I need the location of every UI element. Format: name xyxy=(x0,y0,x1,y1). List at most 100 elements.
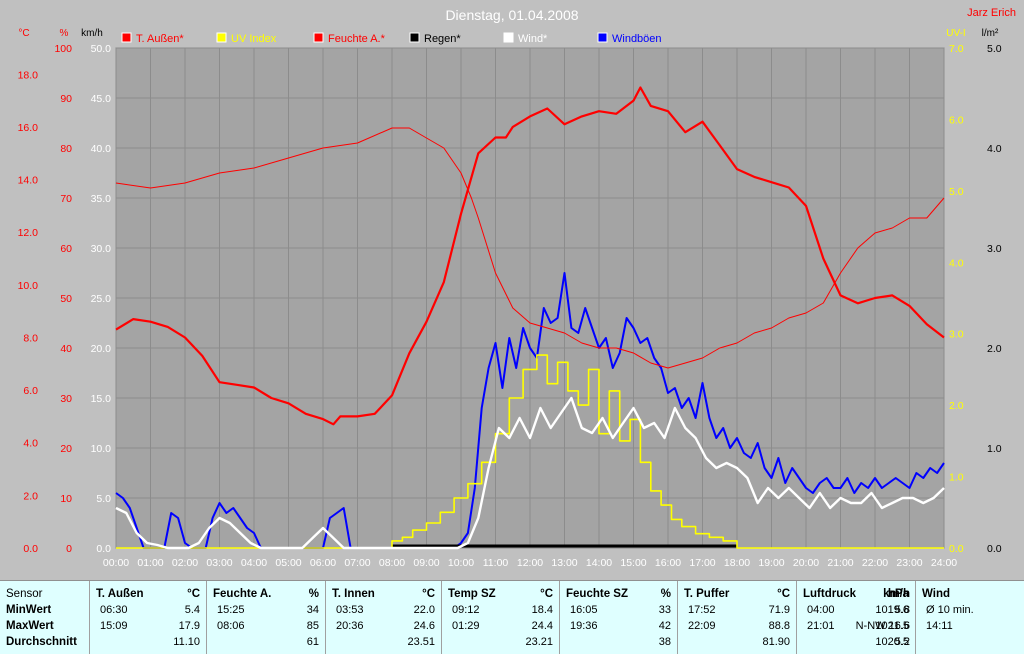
stats-col-t-innen: T. Innen °C 03:53 22.0 20:36 24.6 23.51 xyxy=(326,581,442,654)
stats-row-label-text: MinWert xyxy=(6,604,52,616)
stats-row-label: MaxWert xyxy=(0,619,89,634)
stats-header-unit: % xyxy=(308,588,319,600)
stats-min-time: 04:00 xyxy=(807,604,835,616)
stats-header: Feuchte SZ% xyxy=(560,587,677,602)
stats-min-value: 22.0 xyxy=(413,604,435,616)
stats-header-unit: °C xyxy=(187,588,200,600)
stats-max-value: 88.8 xyxy=(768,620,790,632)
stats-max-value: 42 xyxy=(658,620,671,632)
x-tick-label: 02:00 xyxy=(172,557,198,569)
x-tick-label: 10:00 xyxy=(448,557,474,569)
stats-header-unit: °C xyxy=(540,588,553,600)
legend-swatch xyxy=(503,32,514,43)
x-tick-label: 20:00 xyxy=(793,557,819,569)
legend-swatch xyxy=(409,32,420,43)
stats-max-row: 20:36 24.6 xyxy=(326,619,441,634)
stats-min-row: 06:30 5.4 xyxy=(90,603,206,618)
stats-min-row: 04:00 1019.6 xyxy=(797,603,915,618)
legend-label: Feuchte A.* xyxy=(328,33,386,45)
stats-header: T. Innen °C xyxy=(326,587,441,602)
x-tick-label: 05:00 xyxy=(275,557,301,569)
stats-max-time: 15:09 xyxy=(100,620,128,632)
stats-header-unit: km/h xyxy=(883,588,910,600)
x-tick-label: 21:00 xyxy=(827,557,853,569)
uv-series xyxy=(116,354,944,549)
stats-max-time: 14:11 xyxy=(926,620,953,632)
stats-header-unit: % xyxy=(660,588,671,600)
stats-min-time: 16:05 xyxy=(570,604,598,616)
legend-label: Windböen xyxy=(612,33,662,45)
stats-avg-value: 23.51 xyxy=(407,636,435,648)
stats-avg-row: 11.10 xyxy=(90,635,206,650)
stats-header-unit: °C xyxy=(777,588,790,600)
wind-tick-label: 30.0 xyxy=(91,243,112,255)
axis-units: °C % km/h UV-I l/m² xyxy=(18,28,999,39)
stats-max-value: 1021.5 xyxy=(875,620,909,632)
uv-tick-label: 2.0 xyxy=(949,400,964,412)
x-tick-label: 11:00 xyxy=(483,557,509,569)
humidity-tick-label: 80 xyxy=(60,143,72,155)
uv-tick-label: 1.0 xyxy=(949,472,964,484)
gust-series xyxy=(115,272,945,549)
humidity-series xyxy=(115,127,945,369)
wind-tick-label: 15.0 xyxy=(91,393,112,405)
legend-swatch xyxy=(313,32,324,43)
x-tick-label: 03:00 xyxy=(206,557,232,569)
stats-min-value: 33 xyxy=(658,604,671,616)
x-tick-label: 00:00 xyxy=(103,557,129,569)
stats-header-name: T. Puffer xyxy=(684,588,730,600)
humidity-tick-label: 50 xyxy=(60,293,72,305)
x-tick-label: 07:00 xyxy=(344,557,370,569)
stats-header-unit: hPa xyxy=(887,588,909,600)
legend-swatch xyxy=(597,32,608,43)
temp-tick-label: 8.0 xyxy=(23,332,38,344)
wind-series xyxy=(115,396,945,550)
stats-avg-row: 1020.5 xyxy=(797,635,915,650)
stats-min-time: 17:52 xyxy=(688,604,716,616)
humidity-tick-label: 60 xyxy=(60,243,72,255)
stats-avg-row: 23.51 xyxy=(326,635,441,650)
stats-col-t-aussen: T. Außen °C 06:30 5.4 15:09 17.9 11.10 xyxy=(90,581,207,654)
stats-table: Sensor MinWert MaxWert Durchschnitt T. Außen… xyxy=(0,580,1024,654)
stats-max-row: 15:09 17.9 xyxy=(90,619,206,634)
x-tick-label: 09:00 xyxy=(413,557,439,569)
rain-tick-label: 4.0 xyxy=(987,143,1002,155)
rain-unit-label: l/m² xyxy=(982,28,999,39)
stats-min-time: 09:12 xyxy=(452,604,480,616)
temp-tick-label: 4.0 xyxy=(23,438,38,450)
legend-label: Wind* xyxy=(518,33,548,45)
stats-avg-row: 81.90 xyxy=(678,635,796,650)
stats-header: Temp SZ °C xyxy=(442,587,559,602)
temp-tick-label: 18.0 xyxy=(18,69,39,81)
wind-tick-label: 50.0 xyxy=(91,43,112,55)
humidity-tick-label: 10 xyxy=(60,493,72,505)
humidity-tick-label: 70 xyxy=(60,193,72,205)
stats-header: Luftdruck hPa xyxy=(797,587,915,602)
legend-label: UV Index xyxy=(231,33,277,45)
stats-max-row: 22:09 88.8 xyxy=(678,619,796,634)
x-tick-label: 15:00 xyxy=(620,557,646,569)
uv-tick-label: 6.0 xyxy=(949,114,964,126)
x-tick-label: 14:00 xyxy=(586,557,612,569)
stats-min-value: 5.8 xyxy=(894,604,910,616)
stats-min-value: 18.4 xyxy=(531,604,553,616)
stats-max-row: 19:36 42 xyxy=(560,619,677,634)
stats-avg-row: 38 xyxy=(560,635,677,650)
stats-header-name: T. Außen xyxy=(96,588,144,600)
stats-min-value: 5.4 xyxy=(184,604,200,616)
rain-tick-label: 2.0 xyxy=(987,343,1002,355)
x-tick-label: 16:00 xyxy=(655,557,681,569)
temp-tick-label: 0.0 xyxy=(23,543,38,555)
stats-min-value: 34 xyxy=(306,604,319,616)
humidity-tick-label: 40 xyxy=(60,343,72,355)
stats-avg-value: 1020.5 xyxy=(875,636,909,648)
stats-avg-value: 5.2 xyxy=(894,636,910,648)
stats-min-time: 03:53 xyxy=(336,604,364,616)
stats-header: Feuchte A.% xyxy=(207,587,325,602)
series-layer xyxy=(115,86,945,550)
humidity-tick-label: 90 xyxy=(60,93,72,105)
legend-swatch xyxy=(216,32,227,43)
stats-max-row: 08:06 85 xyxy=(207,619,325,634)
stats-col-luftdruck: Luftdruck hPa 04:00 1019.6 21:01 1021.5 1020.5 xyxy=(797,581,916,654)
stats-col-feuchte-sz: Feuchte SZ% 16:05 33 19:36 42 38 xyxy=(560,581,678,654)
